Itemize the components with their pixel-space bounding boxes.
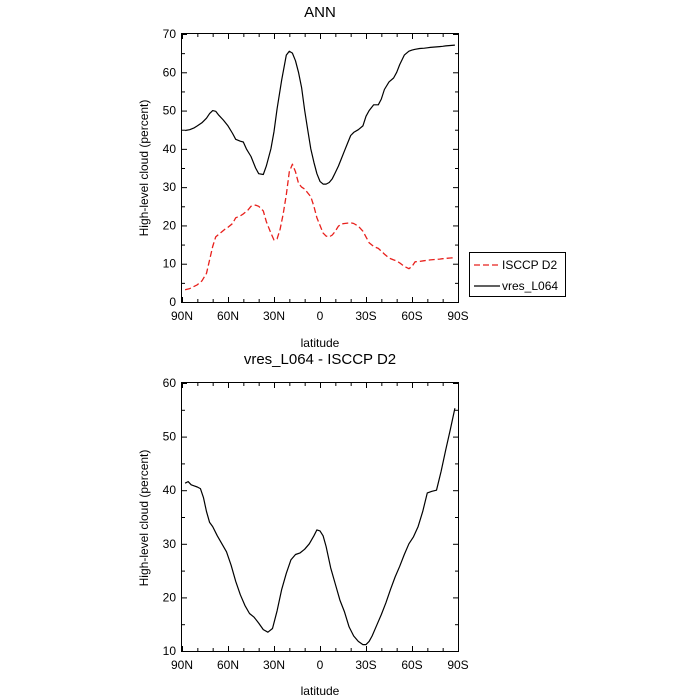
top-chart-title: ANN <box>304 4 336 21</box>
legend-entry-isccp: ISCCP D2 <box>502 258 557 272</box>
top-panel: ANN latitude High-level cloud (percent) … <box>137 4 469 350</box>
x-tick-label: 30S <box>355 309 376 323</box>
top-y-tick-labels: 0 10 20 30 40 50 60 70 <box>163 27 177 309</box>
y-tick-label: 50 <box>163 104 177 118</box>
legend: ISCCP D2 vres_L064 <box>469 252 566 297</box>
y-tick-label: 40 <box>163 483 177 497</box>
y-tick-label: 20 <box>163 218 177 232</box>
top-y-axis-label: High-level cloud (percent) <box>137 100 151 237</box>
y-tick-label: 30 <box>163 537 177 551</box>
series-line-diff-0 <box>184 408 456 646</box>
y-tick-label: 10 <box>163 257 177 271</box>
y-tick-label: 60 <box>163 376 177 390</box>
x-tick-label: 60N <box>217 658 239 672</box>
legend-box <box>469 252 566 297</box>
y-tick-label: 50 <box>163 430 177 444</box>
y-tick-label: 20 <box>163 590 177 604</box>
x-tick-label: 30N <box>263 309 285 323</box>
bottom-x-axis-label: latitude <box>301 684 340 698</box>
bottom-plot-frame <box>181 382 459 652</box>
y-tick-label: 0 <box>169 295 176 309</box>
x-tick-label: 60S <box>401 309 422 323</box>
y-tick-label: 10 <box>163 644 177 658</box>
bottom-chart-title: vres_L064 - ISCCP D2 <box>244 351 396 368</box>
x-tick-label: 90S <box>447 309 468 323</box>
top-x-tick-labels: 90N 60N 30N 0 30S 60S 90S <box>171 309 469 323</box>
x-tick-label: 0 <box>317 309 324 323</box>
top-plot-frame <box>181 33 459 303</box>
x-tick-label: 60N <box>217 309 239 323</box>
x-tick-label: 90N <box>171 309 193 323</box>
y-tick-label: 40 <box>163 142 177 156</box>
x-tick-label: 30N <box>263 658 285 672</box>
series-line-isccp-d2 <box>184 163 455 291</box>
top-x-axis-label: latitude <box>301 336 340 350</box>
x-tick-label: 30S <box>355 658 376 672</box>
bottom-ticks <box>182 383 459 652</box>
x-tick-label: 60S <box>401 658 422 672</box>
bottom-y-tick-labels: 10 20 30 40 50 60 <box>163 376 177 658</box>
legend-entry-vres: vres_L064 <box>502 279 558 293</box>
bottom-series-group <box>184 408 456 646</box>
x-tick-label: 0 <box>317 658 324 672</box>
x-tick-label: 90S <box>447 658 468 672</box>
top-series-group <box>184 44 455 291</box>
y-tick-label: 30 <box>163 180 177 194</box>
y-tick-label: 70 <box>163 27 177 41</box>
y-tick-label: 60 <box>163 65 177 79</box>
bottom-panel: vres_L064 - ISCCP D2 latitude High-level… <box>137 351 469 698</box>
x-tick-label: 90N <box>171 658 193 672</box>
bottom-y-axis-label: High-level cloud (percent) <box>137 450 151 587</box>
bottom-x-tick-labels: 90N 60N 30N 0 30S 60S 90S <box>171 658 469 672</box>
series-line-vres-l064 <box>184 44 455 185</box>
top-ticks <box>182 34 459 303</box>
